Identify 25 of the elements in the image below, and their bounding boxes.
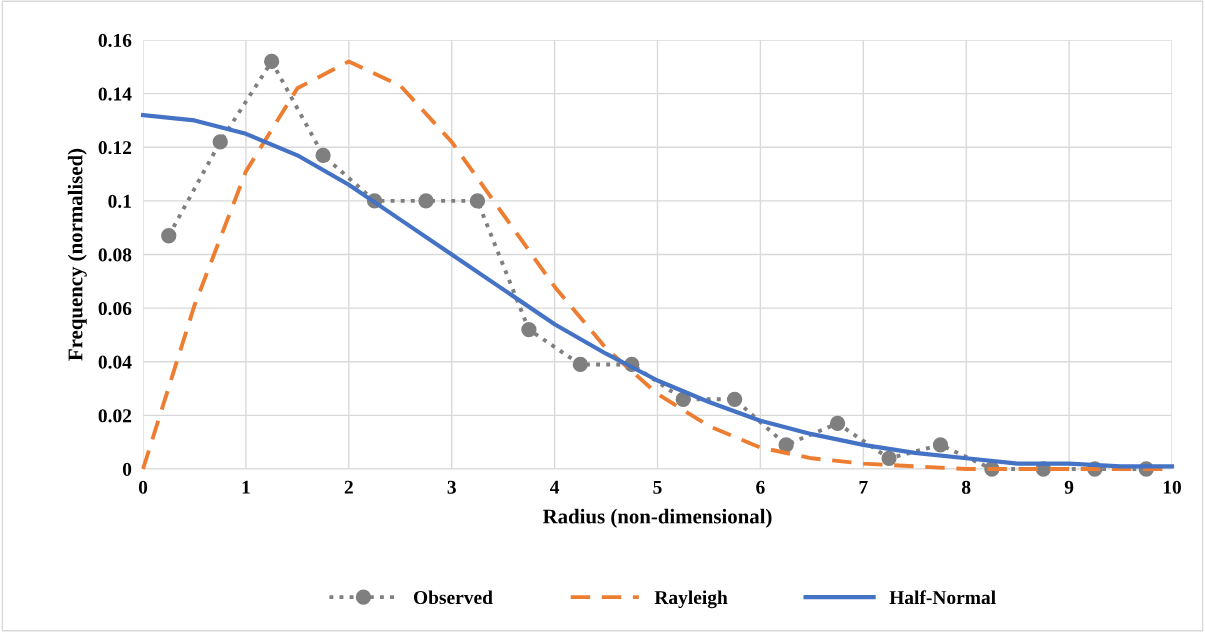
x-tick-label: 3 <box>447 480 456 494</box>
y-tick-label: 0.1 <box>108 194 131 208</box>
y-tick-label: 0.08 <box>98 248 132 262</box>
y-tick-label: 0 <box>122 462 132 476</box>
x-tick-label: 0 <box>138 480 148 494</box>
legend-label: Half-Normal <box>889 590 996 605</box>
y-tick-label: 0.16 <box>98 33 132 48</box>
x-tick-label: 9 <box>1064 480 1074 494</box>
y-tick-label: 0.04 <box>98 355 132 369</box>
x-tick-label: 5 <box>653 480 662 494</box>
y-tick-label: 0.14 <box>98 87 132 101</box>
x-tick-label: 2 <box>344 480 353 494</box>
x-tick-label: 8 <box>961 480 971 494</box>
y-tick-label: 0.06 <box>98 301 132 316</box>
x-tick-label: 7 <box>859 480 868 494</box>
y-tick-label: 0.12 <box>98 141 132 155</box>
x-axis-title: Radius (non-dimensional) <box>542 508 772 528</box>
x-tick-label: 4 <box>550 480 560 494</box>
legend-label: Rayleigh <box>654 590 728 609</box>
y-axis-title: Frequency (normalised) <box>67 148 87 361</box>
legend-label: Observed <box>413 590 493 605</box>
x-tick-label: 1 <box>242 480 250 494</box>
x-tick-label: 10 <box>1163 480 1181 494</box>
x-tick-label: 6 <box>756 480 765 494</box>
y-tick-label: 0.02 <box>98 409 132 423</box>
